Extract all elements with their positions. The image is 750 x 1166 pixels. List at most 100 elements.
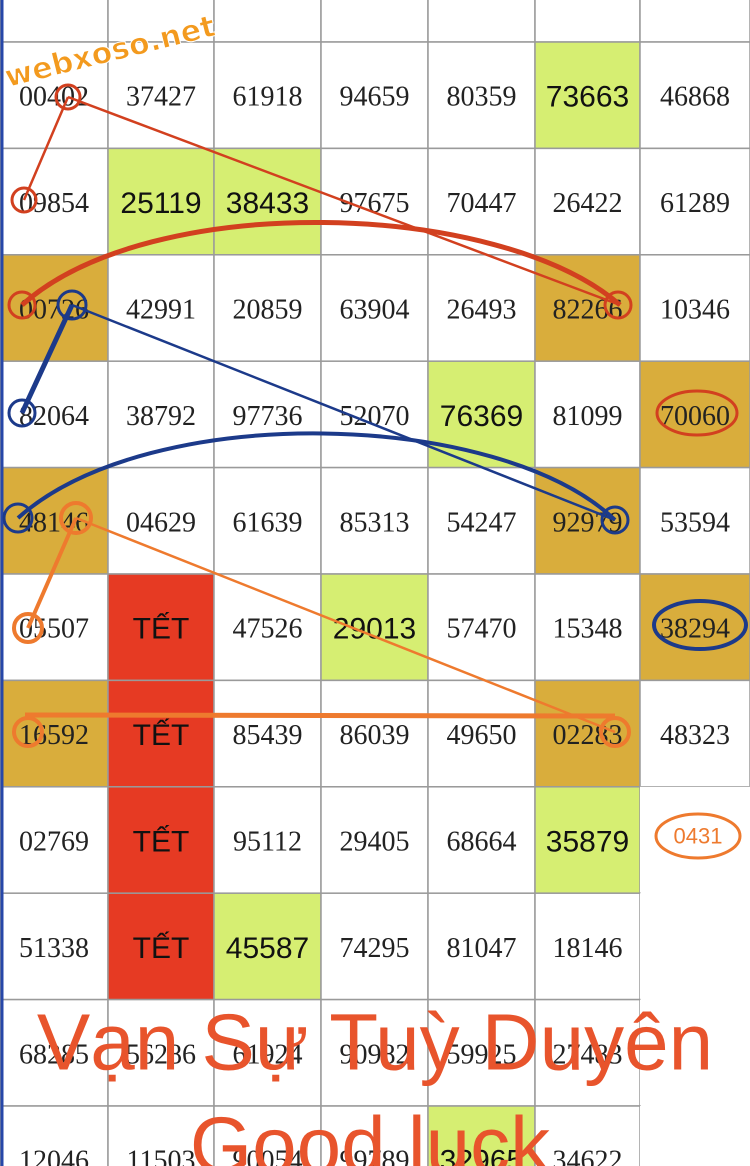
cell <box>427 360 536 469</box>
cell-text: 09854 <box>19 188 89 219</box>
cell-text: 34622 <box>553 1146 623 1166</box>
line <box>22 96 70 201</box>
cell-text: 63904 <box>340 295 410 326</box>
cell-text: 76369 <box>440 400 523 433</box>
cell <box>0 147 109 256</box>
cell-text: 57470 <box>447 614 517 645</box>
cell <box>534 41 641 150</box>
cell-text: 73663 <box>546 81 629 114</box>
line <box>75 516 616 734</box>
cell <box>107 892 215 1001</box>
cell <box>107 466 215 575</box>
cell <box>427 0 536 43</box>
cell-text: 90054 <box>233 1146 303 1166</box>
cell-text: 00402 <box>19 82 89 113</box>
cell <box>320 573 429 682</box>
cell-text: TẾT <box>133 718 190 752</box>
line <box>71 303 616 522</box>
cell-text: 48323 <box>660 720 730 751</box>
cell <box>534 0 641 43</box>
cell-text: 47526 <box>233 614 303 645</box>
cell <box>0 573 109 682</box>
circle <box>7 398 37 428</box>
cell <box>640 786 750 894</box>
cell-text: TẾT <box>133 825 190 859</box>
cell-text: 20859 <box>233 295 303 326</box>
cell-text: 38792 <box>126 401 196 432</box>
line <box>19 303 75 415</box>
caption-line: Good luck <box>190 1101 551 1166</box>
cell <box>0 998 109 1107</box>
cell <box>320 254 429 362</box>
cell-text: 25119 <box>120 187 201 220</box>
cell <box>213 360 322 469</box>
circle <box>599 716 631 748</box>
cell-text: 26422 <box>553 188 623 219</box>
cell <box>213 679 322 788</box>
circle <box>54 83 82 111</box>
cell <box>213 0 322 43</box>
cell-text: 11503 <box>127 1146 196 1166</box>
cell <box>320 0 429 43</box>
circle <box>7 290 37 320</box>
cell <box>427 573 536 682</box>
cell <box>427 786 536 894</box>
circle <box>12 612 44 644</box>
cell <box>213 466 322 575</box>
cell-text: 94659 <box>340 82 410 113</box>
cell-text: 51338 <box>19 933 89 964</box>
cell-text: 29405 <box>340 827 410 858</box>
cell-text: 86039 <box>340 720 410 751</box>
circle <box>12 716 44 748</box>
cell-text: 02769 <box>19 827 89 858</box>
cell-text: 54247 <box>447 507 517 538</box>
cell <box>427 679 536 788</box>
cell <box>534 998 641 1107</box>
cell <box>0 0 109 43</box>
cell-text: 42991 <box>126 295 196 326</box>
cell <box>107 679 215 788</box>
cell <box>107 786 215 894</box>
cell <box>534 254 641 362</box>
arc <box>16 431 617 522</box>
cell-text: TẾT <box>133 931 190 965</box>
circle <box>59 501 93 535</box>
cell-text: 81099 <box>553 401 623 432</box>
cell-text: 99789 <box>340 1146 410 1166</box>
cell-text: 61639 <box>233 507 303 538</box>
line <box>26 517 78 629</box>
cell <box>107 1105 215 1166</box>
cell-text: 37427 <box>126 82 196 113</box>
cell-text: 35879 <box>546 826 629 859</box>
note: 0431 <box>674 824 723 849</box>
cell-text: 27483 <box>553 1039 623 1070</box>
arc <box>20 219 622 307</box>
cell <box>320 786 429 894</box>
cell <box>640 999 750 1106</box>
cell <box>320 360 429 469</box>
cell <box>213 147 322 256</box>
cell <box>320 41 429 150</box>
cell <box>213 786 322 894</box>
circle <box>10 186 38 214</box>
cell-text: 38433 <box>226 187 309 220</box>
cell <box>0 786 109 894</box>
circle <box>603 290 633 320</box>
cell <box>534 573 641 682</box>
cell <box>427 892 536 1001</box>
cell <box>639 679 750 788</box>
cell <box>534 892 641 1001</box>
cell <box>0 679 109 788</box>
cell-text: 12046 <box>19 1146 89 1166</box>
cell-text: 97736 <box>233 401 303 432</box>
cell <box>320 998 429 1107</box>
circle <box>2 502 34 534</box>
cell-text: 70060 <box>660 401 730 432</box>
cell-text: 15348 <box>553 614 623 645</box>
cell-text: 49650 <box>447 720 517 751</box>
cell <box>213 1105 322 1166</box>
cell-text: 90982 <box>340 1039 410 1070</box>
cell-text: 53594 <box>660 507 730 538</box>
